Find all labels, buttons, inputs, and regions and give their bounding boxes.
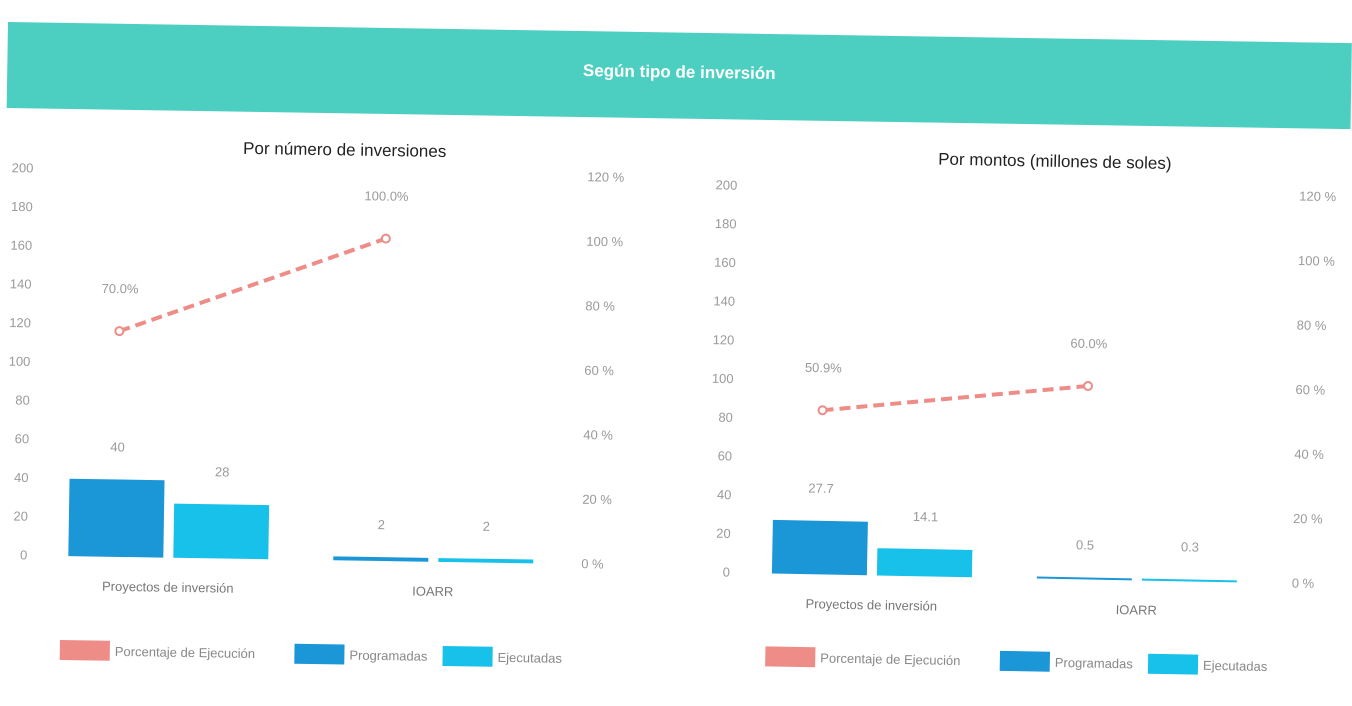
right-y-tick-label: 100: [712, 371, 734, 386]
left-y-tick-label: 160: [10, 238, 32, 253]
left-y2-tick-label: 40 %: [583, 427, 613, 442]
right-y-tick-label: 120: [713, 332, 735, 347]
right-bar-programadas: [771, 519, 868, 576]
right-bar-value-label: 14.1: [913, 509, 939, 524]
left-bar-value-label: 40: [110, 439, 125, 454]
left-y-tick-label: 140: [10, 276, 32, 291]
right-category-label: IOARR: [1116, 602, 1157, 618]
right-legend-label: Porcentaje de Ejecución: [820, 650, 960, 668]
left-legend-label: Programadas: [349, 648, 428, 664]
right-line-value-label: 50.9%: [805, 360, 843, 376]
left-y2-tick-label: 20 %: [582, 492, 612, 507]
right-bar-ejecutadas: [1141, 578, 1237, 583]
right-y2-tick-label: 20 %: [1293, 511, 1323, 527]
left-legend-swatch: [294, 643, 345, 665]
left-category-label: Proyectos de inversión: [102, 579, 234, 596]
left-bar-value-label: 28: [215, 464, 230, 479]
left-y-tick-label: 80: [15, 392, 30, 407]
left-legend-swatch: [442, 646, 493, 667]
right-execution-percentage-line: [822, 384, 1089, 413]
right-y-tick-label: 180: [715, 216, 737, 231]
right-y2-tick-label: 40 %: [1294, 446, 1324, 462]
right-y-tick-label: 20: [716, 526, 731, 541]
chart-number-of-investments: Por número de inversiones 0 20 40 60 80 100 120…: [0, 0, 662, 699]
right-y2-tick-label: 120 %: [1299, 189, 1337, 205]
left-line-point: [380, 233, 391, 244]
left-bar-programadas: [333, 556, 429, 562]
left-execution-percentage-line: [118, 236, 387, 334]
left-y2-tick-label: 100 %: [586, 234, 624, 250]
right-line-value-label: 60.0%: [1070, 336, 1108, 352]
left-legend-swatch: [59, 640, 110, 661]
right-bar-programadas: [1036, 576, 1132, 581]
left-bar-ejecutadas: [173, 503, 270, 560]
right-y-tick-label: 200: [715, 177, 737, 192]
left-y-tick-label: 100: [9, 354, 31, 369]
left-bar-value-label: 2: [483, 519, 490, 534]
left-y-tick-label: 0: [20, 547, 27, 562]
right-legend-label: Ejecutadas: [1203, 658, 1268, 674]
left-line-value-label: 100.0%: [364, 188, 409, 204]
chart-amounts: Por montos (millones de soles) 0 20 40 60 80 1…: [690, 0, 1352, 701]
right-bar-value-label: 27.7: [808, 481, 834, 496]
right-category-label: Proyectos de inversión: [805, 596, 937, 614]
right-y2-tick-label: 60 %: [1295, 382, 1325, 398]
right-legend-swatch: [999, 650, 1051, 672]
left-category-label: IOARR: [412, 584, 453, 600]
left-bar-ejecutadas: [438, 558, 534, 564]
right-chart-title: Por montos (millones de soles): [938, 150, 1172, 173]
left-y-tick-label: 120: [9, 315, 31, 330]
right-y-tick-label: 140: [713, 293, 735, 308]
left-bar-value-label: 2: [378, 517, 385, 532]
right-bar-value-label: 0.3: [1181, 539, 1199, 554]
right-y2-tick-label: 80 %: [1297, 317, 1327, 333]
left-legend-label: Ejecutadas: [497, 650, 562, 666]
right-y2-tick-label: 0 %: [1292, 575, 1315, 590]
right-bar-value-label: 0.5: [1076, 537, 1094, 552]
right-line-point: [817, 405, 828, 416]
left-y-tick-label: 40: [14, 470, 29, 485]
right-y-tick-label: 160: [714, 255, 736, 270]
right-legend-swatch: [765, 646, 816, 668]
left-legend-label: Porcentaje de Ejecución: [115, 644, 255, 661]
right-y-tick-label: 0: [723, 565, 731, 580]
right-line-point: [1083, 380, 1094, 391]
left-y-tick-label: 180: [11, 199, 33, 214]
left-y-tick-label: 200: [12, 160, 34, 175]
chart-right-svg: Por montos (millones de soles) 0 20 40 60 80 1…: [712, 150, 1337, 675]
chart-left-svg: Por número de inversiones 0 20 40 60 80 100 120…: [9, 139, 625, 667]
right-legend-swatch: [1147, 653, 1199, 675]
right-y-tick-label: 40: [717, 487, 732, 502]
right-y-tick-label: 60: [718, 448, 733, 463]
left-y-tick-label: 20: [13, 509, 28, 524]
left-chart-title: Por número de inversiones: [243, 139, 446, 161]
left-line-point: [114, 326, 125, 337]
left-y2-tick-label: 0 %: [581, 556, 604, 571]
left-y2-tick-label: 60 %: [584, 363, 614, 378]
right-legend-label: Programadas: [1055, 655, 1134, 672]
right-y2-tick-label: 100 %: [1298, 253, 1336, 269]
right-y-tick-label: 80: [718, 410, 733, 425]
left-y2-tick-label: 80 %: [585, 298, 615, 313]
left-y-tick-label: 60: [15, 431, 30, 446]
left-bar-programadas: [68, 478, 165, 558]
right-bar-ejecutadas: [876, 548, 973, 578]
left-line-value-label: 70.0%: [101, 281, 139, 297]
left-y2-tick-label: 120 %: [587, 169, 625, 185]
